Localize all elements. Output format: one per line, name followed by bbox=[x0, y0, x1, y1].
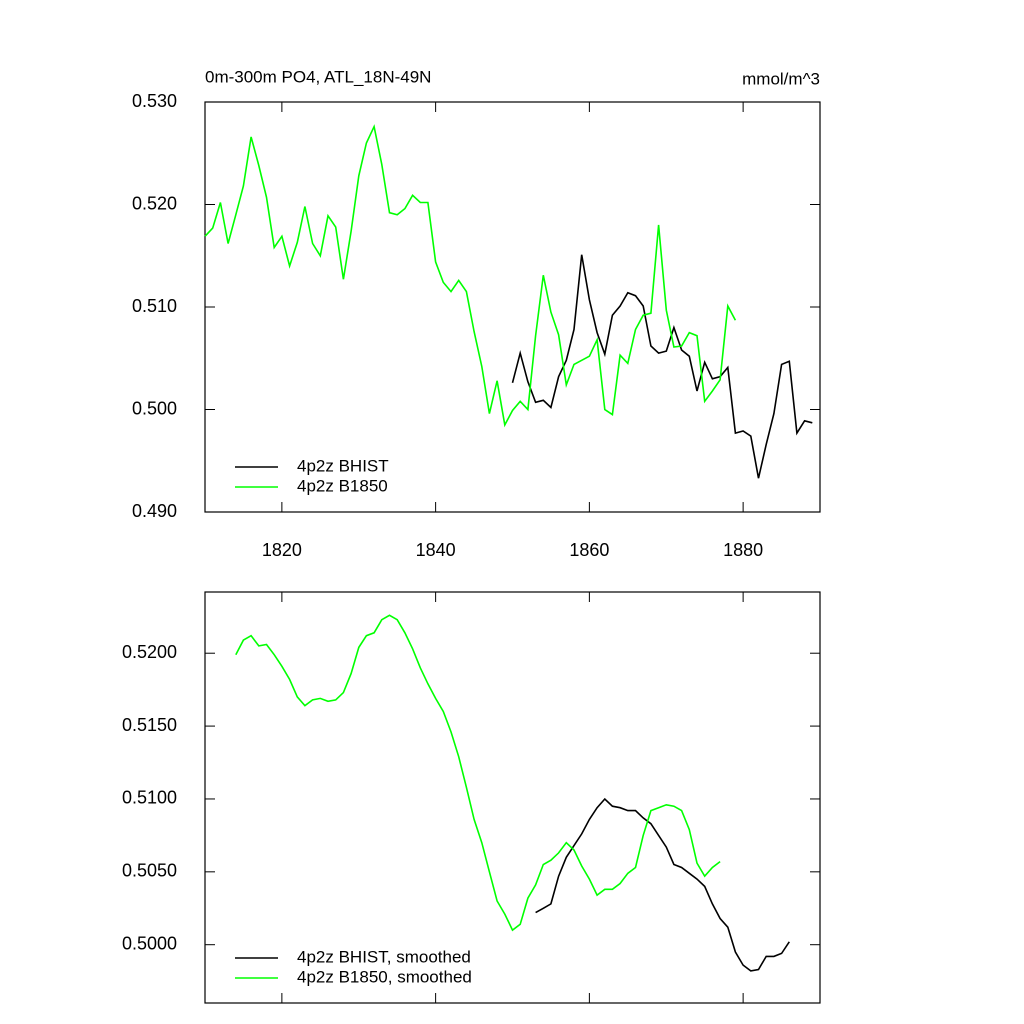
legend-label: 4p2z BHIST, smoothed bbox=[297, 947, 471, 966]
units-label: mmol/m^3 bbox=[742, 69, 820, 88]
y-tick-label: 0.510 bbox=[132, 296, 177, 316]
x-tick-label: 1840 bbox=[416, 540, 456, 560]
x-tick-label: 1860 bbox=[569, 540, 609, 560]
x-tick-label: 1820 bbox=[262, 540, 302, 560]
legend-label: 4p2z BHIST bbox=[297, 456, 389, 475]
y-tick-label: 0.520 bbox=[132, 193, 177, 213]
data-line bbox=[235, 614, 721, 932]
y-tick-label: 0.5150 bbox=[122, 715, 177, 735]
y-tick-label: 0.5000 bbox=[122, 933, 177, 953]
y-tick-label: 0.500 bbox=[132, 398, 177, 418]
legend-label: 4p2z B1850 bbox=[297, 476, 388, 495]
y-tick-label: 0.5200 bbox=[122, 642, 177, 662]
y-tick-label: 0.530 bbox=[132, 91, 177, 111]
data-line bbox=[535, 797, 790, 972]
x-tick-label: 1880 bbox=[723, 540, 763, 560]
y-tick-label: 0.5100 bbox=[122, 788, 177, 808]
chart-title: 0m-300m PO4, ATL_18N-49N bbox=[205, 67, 431, 86]
data-line bbox=[511, 254, 813, 479]
plot-frame bbox=[204, 591, 821, 1004]
legend-label: 4p2z B1850, smoothed bbox=[297, 967, 472, 986]
data-line bbox=[204, 124, 737, 428]
y-tick-label: 0.490 bbox=[132, 501, 177, 521]
y-tick-label: 0.5050 bbox=[122, 861, 177, 881]
